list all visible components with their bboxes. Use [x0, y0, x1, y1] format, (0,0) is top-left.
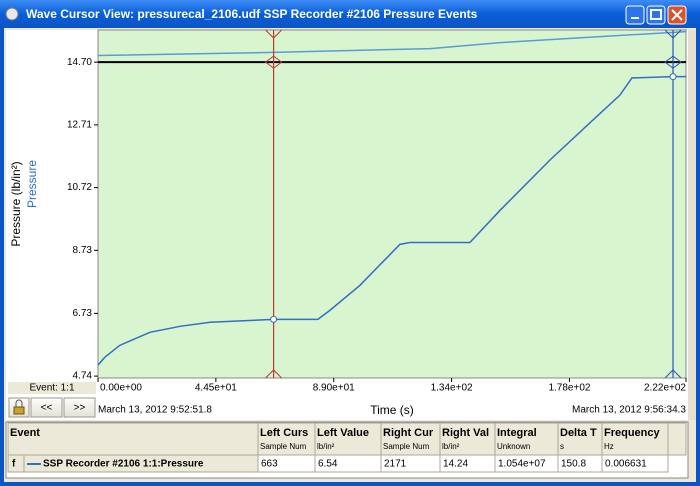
- lock-shackle: [15, 399, 23, 407]
- header-title: Left Curs: [260, 427, 308, 439]
- table-cell-text: 1.054e+07: [498, 459, 546, 470]
- table-cell: [601, 454, 669, 473]
- table-cell-text: 2171: [384, 459, 407, 470]
- maximize-icon: [650, 9, 662, 20]
- prev-button[interactable]: [30, 397, 63, 418]
- end-time: March 13, 2012 9:56:34.3: [572, 405, 686, 416]
- header-title: Delta T: [560, 427, 597, 439]
- window-title: Wave Cursor View: pressurecal_2106.udf S…: [26, 7, 478, 21]
- row-head: [7, 454, 25, 473]
- series-line: [97, 75, 686, 366]
- header-unit: lb/in²: [442, 442, 460, 451]
- header-cell: [7, 422, 259, 456]
- prev-button-label: <<: [41, 403, 53, 414]
- scrollbar: [688, 30, 696, 420]
- header-cell: [439, 422, 496, 456]
- cursor-handle: [664, 29, 682, 379]
- x-tick-label: 2.22e+02: [644, 383, 686, 394]
- table-cell-text: 14.24: [443, 459, 468, 470]
- x-tick-label: 0.00e+00: [100, 383, 142, 394]
- header-unit: Sample Num: [383, 442, 430, 451]
- y-tick-label: 12.71: [67, 120, 92, 131]
- header-unit: Hz: [604, 442, 614, 451]
- header-title: Right Val: [442, 427, 489, 439]
- app-icon: [5, 7, 19, 21]
- y-tick-label: 10.72: [67, 182, 92, 193]
- header-title: Event: [10, 427, 40, 439]
- table-cell-text: 150.8: [561, 459, 586, 470]
- y-axis-label: Pressure (lb/in²): [9, 161, 23, 246]
- minimize-icon: [631, 17, 639, 19]
- title-bar: [0, 0, 700, 28]
- maximize-button[interactable]: [646, 5, 666, 25]
- plot: 4.74 6.73 8.73 10.72 12.71 14.70 0.00e+00 4.45e…: [9, 29, 687, 417]
- cursor-marker: [270, 315, 278, 323]
- header-title: Left Value: [317, 427, 369, 439]
- header-unit: Sample Num: [260, 442, 307, 451]
- x-tick-label: 8.90e+01: [313, 383, 355, 394]
- start-time: March 13, 2012 9:52:51.8: [98, 405, 212, 416]
- y-tick-label: 6.73: [73, 308, 93, 319]
- y-axis-label-series: Pressure: [25, 160, 39, 208]
- header-title: Integral: [497, 427, 537, 439]
- table-cell-text: 663: [261, 459, 278, 470]
- cursor-handle: [265, 29, 282, 379]
- lock-icon: [13, 406, 25, 415]
- cursor-handle: [264, 55, 283, 69]
- event-label-box: [8, 382, 96, 394]
- x-tick-label: 1.78e+02: [548, 383, 590, 394]
- header-title: Right Cur: [383, 427, 434, 439]
- table-cell-text: 0.006631: [605, 459, 647, 470]
- series-line: [97, 30, 687, 57]
- x-tick-label: 1.34e+02: [431, 383, 473, 394]
- plot-background: [97, 29, 687, 379]
- row-flag: f: [12, 459, 16, 470]
- table-cell-text: SSP Recorder #2106 1:1:Pressure: [43, 459, 204, 470]
- minimize-button[interactable]: [625, 5, 645, 25]
- header-unit: s: [560, 442, 564, 451]
- cursor-handle: [664, 55, 682, 69]
- y-tick-label: 14.70: [67, 57, 92, 68]
- event-label: Event: 1:1: [29, 383, 74, 394]
- header-cell: [494, 422, 559, 456]
- header-title: Frequency: [604, 427, 661, 439]
- next-button-label: >>: [74, 403, 86, 414]
- header-cell: [257, 422, 316, 456]
- cursor-marker: [669, 73, 677, 81]
- x-axis-label: Time (s): [370, 403, 414, 417]
- y-tick-label: 4.74: [73, 371, 93, 382]
- next-button[interactable]: [63, 397, 96, 418]
- x-tick-label: 4.45e+01: [195, 383, 237, 394]
- header-unit: lb/in²: [317, 442, 335, 451]
- table: Event Left Curs Sample Num Left Value lb/in²…: [5, 421, 689, 479]
- y-tick-label: 8.73: [73, 245, 93, 256]
- header-unit: Unknown: [497, 442, 530, 451]
- header-filler: [667, 422, 687, 456]
- close-icon: [671, 9, 683, 21]
- table-cell-text: 6.54: [318, 459, 338, 470]
